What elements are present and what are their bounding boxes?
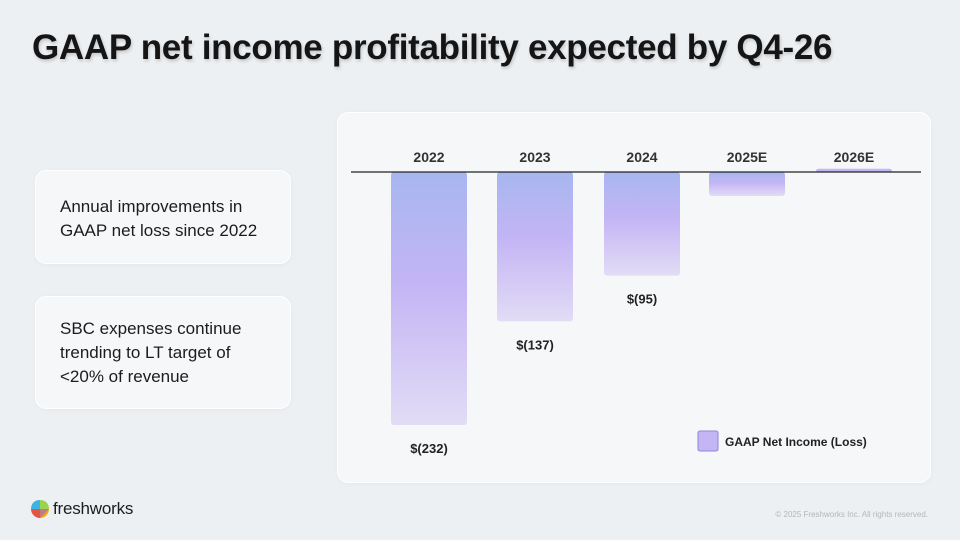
category-label: 2022 — [413, 149, 444, 165]
copyright-notice: © 2025 Freshworks Inc. All rights reserv… — [775, 510, 928, 519]
note-card-net-loss: Annual improvements in GAAP net loss sin… — [36, 171, 290, 263]
value-label: $(95) — [627, 292, 657, 307]
value-label: $(232) — [410, 441, 448, 456]
bar-2026E — [816, 168, 892, 172]
bar-2024 — [604, 172, 680, 276]
category-label: 2023 — [519, 149, 550, 165]
slide-title: GAAP net income profitability expected b… — [32, 28, 833, 67]
bar-2023 — [497, 172, 573, 322]
legend-swatch — [697, 430, 719, 452]
brand-name: freshworks — [53, 499, 134, 518]
value-label: $(137) — [516, 337, 554, 352]
bar-2025E — [709, 172, 785, 196]
note-text: Annual improvements in GAAP net loss sin… — [60, 197, 258, 240]
legend: GAAP Net Income (Loss) — [697, 430, 867, 452]
category-label: 2024 — [626, 149, 657, 165]
note-card-sbc: SBC expenses continue trending to LT tar… — [36, 297, 290, 408]
category-label: 2026E — [834, 149, 874, 165]
category-label: 2025E — [727, 149, 767, 165]
net-income-bar-chart: 2022 $(232) 2023 $(137) 2024 $(95) 2025E 2026E G… — [351, 149, 921, 456]
freshworks-logo-icon — [31, 500, 49, 518]
chart-card: 2022 $(232) 2023 $(137) 2024 $(95) 2025E 2026E G… — [338, 113, 930, 482]
freshworks-logo: freshworks — [30, 497, 133, 521]
bar-2022 — [391, 172, 467, 425]
note-text: SBC expenses continue trending to LT tar… — [60, 319, 242, 386]
legend-label: GAAP Net Income (Loss) — [725, 435, 867, 449]
